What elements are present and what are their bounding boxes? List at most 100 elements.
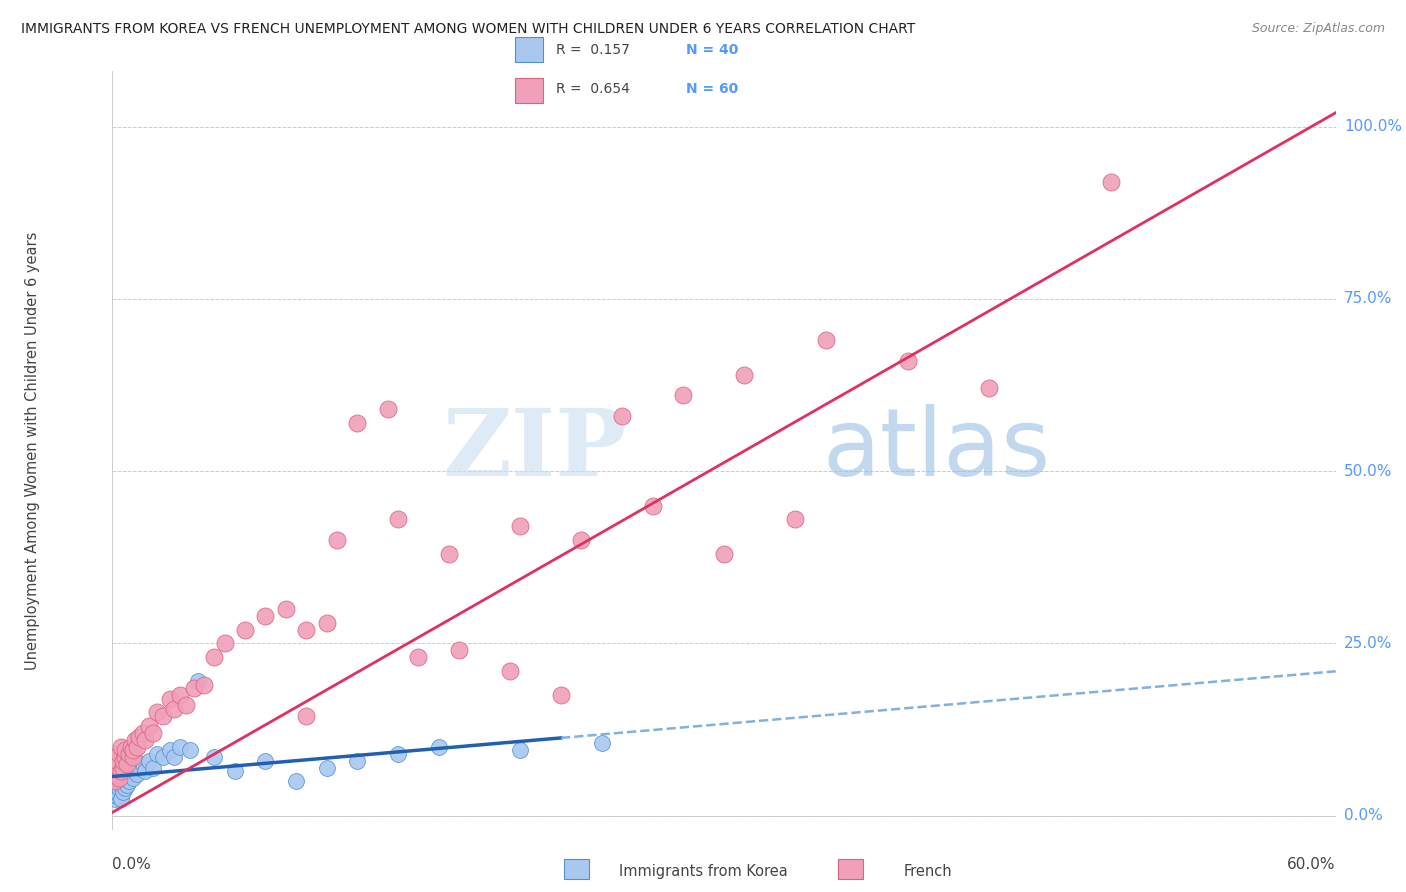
Point (713, 547, 735, 561)
Point (163, 750, 186, 764)
Point (550, 688, 572, 702)
Point (274, 602, 297, 616)
Point (897, 354, 920, 368)
Point (174, 698, 197, 713)
Point (107, 747, 129, 761)
Text: 50.0%: 50.0% (1344, 464, 1392, 479)
Text: 0.0%: 0.0% (1344, 808, 1382, 823)
Point (254, 608, 277, 623)
Point (387, 747, 409, 761)
Point (346, 754, 368, 768)
Point (107, 771, 129, 785)
Point (509, 519, 531, 533)
Text: 60.0%: 60.0% (1288, 857, 1336, 872)
Point (152, 708, 174, 723)
Point (105, 785, 128, 799)
Point (499, 664, 522, 678)
Point (785, 512, 807, 526)
Point (204, 650, 226, 665)
Text: Immigrants from Korea: Immigrants from Korea (619, 863, 787, 879)
Point (110, 739, 132, 754)
Point (103, 788, 125, 802)
Point (387, 512, 409, 526)
Point (159, 691, 181, 706)
Point (571, 533, 593, 547)
Point (146, 747, 169, 761)
Text: French: French (904, 863, 952, 879)
Point (125, 767, 148, 781)
Point (114, 771, 136, 785)
Point (134, 764, 156, 778)
Point (408, 650, 430, 665)
Point (125, 739, 148, 754)
Point (183, 681, 205, 696)
Point (1099, 175, 1122, 189)
Point (146, 706, 169, 720)
Point (509, 743, 531, 757)
Point (295, 623, 318, 637)
Point (115, 778, 138, 792)
Point (134, 733, 156, 747)
Text: 0.0%: 0.0% (112, 857, 152, 872)
Point (437, 547, 460, 561)
Text: IMMIGRANTS FROM KOREA VS FRENCH UNEMPLOYMENT AMONG WOMEN WITH CHILDREN UNDER 6 Y: IMMIGRANTS FROM KOREA VS FRENCH UNEMPLOY… (21, 22, 915, 37)
Point (142, 726, 165, 740)
Text: R =  0.654: R = 0.654 (555, 82, 630, 96)
Point (114, 781, 136, 796)
Point (377, 402, 399, 417)
Text: 25.0%: 25.0% (1344, 636, 1392, 651)
Bar (838, 859, 863, 879)
Point (138, 719, 160, 733)
Text: 75.0%: 75.0% (1344, 292, 1392, 306)
Point (295, 708, 318, 723)
Point (110, 778, 132, 792)
Point (111, 774, 134, 789)
Point (326, 533, 349, 547)
Point (214, 636, 236, 650)
Point (447, 643, 470, 657)
Bar (564, 859, 589, 879)
Point (346, 416, 368, 430)
Point (111, 760, 134, 774)
Bar (516, 37, 543, 62)
Point (284, 774, 308, 789)
Point (122, 750, 145, 764)
Point (114, 750, 136, 764)
Point (107, 781, 129, 796)
Bar (516, 78, 543, 103)
Point (128, 730, 150, 744)
Point (142, 760, 165, 774)
Point (315, 615, 337, 630)
Point (124, 764, 146, 778)
Point (111, 785, 134, 799)
Point (610, 409, 633, 423)
Point (427, 739, 450, 754)
Point (138, 754, 160, 768)
Point (120, 739, 142, 754)
Point (163, 702, 186, 716)
Point (169, 739, 191, 754)
Point (111, 754, 134, 768)
Text: Unemployment Among Women with Children Under 6 years: Unemployment Among Women with Children U… (25, 231, 41, 670)
Point (233, 623, 256, 637)
Point (128, 760, 150, 774)
Point (254, 754, 277, 768)
Point (641, 499, 664, 513)
Point (105, 789, 128, 804)
Point (103, 791, 125, 805)
Point (193, 678, 215, 692)
Point (132, 726, 155, 740)
Point (224, 764, 246, 778)
Point (315, 760, 337, 774)
Text: N = 60: N = 60 (686, 82, 738, 96)
Point (115, 757, 138, 772)
Point (114, 743, 136, 757)
Point (672, 388, 695, 402)
Point (122, 743, 145, 757)
Point (591, 736, 613, 750)
Point (979, 381, 1001, 395)
Point (118, 774, 141, 789)
Point (122, 771, 145, 785)
Point (124, 733, 146, 747)
Point (103, 774, 125, 789)
